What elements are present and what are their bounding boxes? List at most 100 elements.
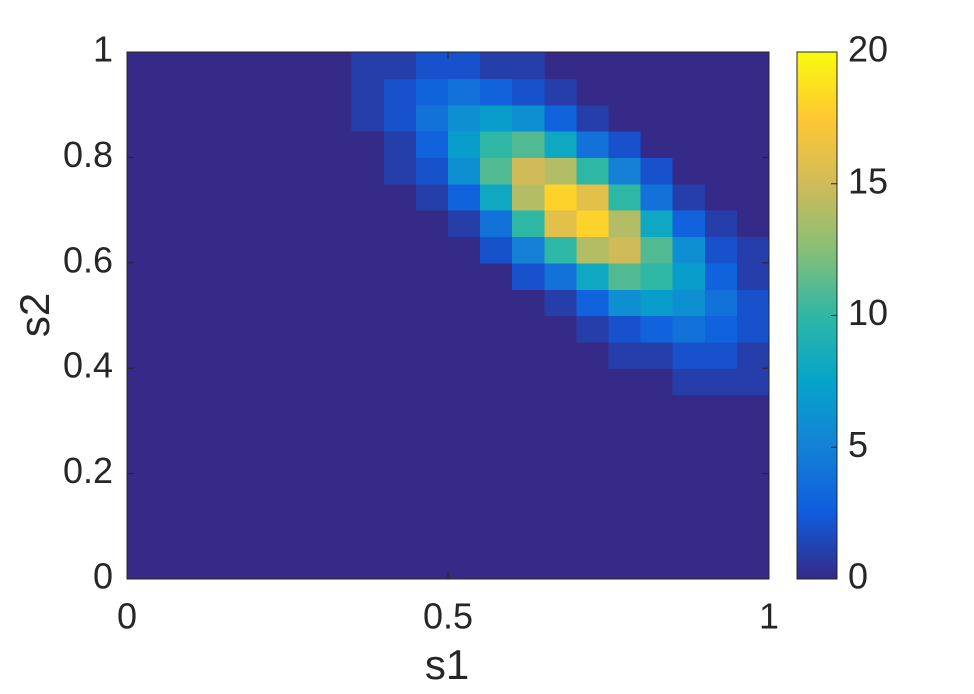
cell (351, 289, 385, 317)
cell (576, 473, 610, 501)
cell (544, 131, 577, 158)
cell (512, 526, 545, 554)
cell (608, 499, 642, 527)
cell (287, 368, 321, 396)
cell (223, 368, 256, 396)
x-tick-label: 1 (759, 596, 779, 637)
cell (351, 552, 385, 580)
cell (512, 104, 545, 132)
cell (544, 499, 577, 527)
cell (159, 183, 192, 211)
cell (191, 262, 224, 290)
cell (159, 262, 192, 290)
cell (415, 289, 449, 317)
cell (512, 210, 545, 238)
cell (287, 236, 321, 264)
cell (351, 262, 385, 290)
cell (383, 157, 417, 185)
cell (640, 52, 674, 79)
cell (576, 78, 610, 106)
cell (287, 315, 321, 343)
cell (608, 526, 642, 554)
cell (255, 526, 289, 554)
cell (544, 289, 577, 317)
cell (255, 473, 289, 501)
cell (672, 262, 706, 290)
cell (127, 473, 160, 501)
cell (512, 368, 545, 396)
cell (512, 341, 545, 369)
cell (319, 447, 353, 475)
colorbar-tick-label: 10 (848, 292, 888, 333)
cell (640, 420, 674, 448)
cell (319, 341, 353, 369)
cell (191, 52, 224, 79)
cell (351, 315, 385, 343)
cell (127, 157, 160, 185)
cell (448, 131, 481, 158)
cell (287, 210, 321, 238)
cell (223, 289, 256, 317)
cell (704, 315, 738, 343)
cell (576, 552, 610, 580)
cell (383, 473, 417, 501)
cell (159, 236, 192, 264)
cell (191, 131, 224, 158)
cell (608, 315, 642, 343)
cell (351, 473, 385, 501)
cell (480, 420, 513, 448)
y-tick-label: 0 (93, 556, 113, 597)
cell (383, 78, 417, 106)
cell (351, 183, 385, 211)
cell (127, 394, 160, 422)
cell (672, 315, 706, 343)
cell (223, 157, 256, 185)
cell (127, 526, 160, 554)
cell (576, 52, 610, 79)
cell (704, 210, 738, 238)
cell (704, 78, 738, 106)
cell (640, 526, 674, 554)
cell (736, 499, 770, 527)
cell (704, 104, 738, 132)
cell (480, 341, 513, 369)
cell (287, 131, 321, 158)
cell (287, 420, 321, 448)
cell (159, 104, 192, 132)
cell (512, 420, 545, 448)
cell (191, 315, 224, 343)
cell (223, 394, 256, 422)
cell (736, 394, 770, 422)
cell (672, 341, 706, 369)
cell (127, 499, 160, 527)
cell (608, 104, 642, 132)
cell (159, 210, 192, 238)
cell (223, 499, 256, 527)
cell (736, 289, 770, 317)
cell (319, 552, 353, 580)
cell (319, 499, 353, 527)
cell (704, 289, 738, 317)
cell (704, 473, 738, 501)
cell (640, 210, 674, 238)
cell (383, 315, 417, 343)
cell (191, 78, 224, 106)
cell (640, 236, 674, 264)
cell (448, 368, 481, 396)
cell (640, 183, 674, 211)
cell (608, 78, 642, 106)
cell (672, 78, 706, 106)
cell (415, 394, 449, 422)
cell (672, 420, 706, 448)
cell (704, 157, 738, 185)
cell (544, 210, 577, 238)
cell (191, 447, 224, 475)
cell (640, 104, 674, 132)
cell (159, 157, 192, 185)
cell (415, 315, 449, 343)
cell (736, 526, 770, 554)
cell (512, 447, 545, 475)
cell (383, 341, 417, 369)
cell (576, 104, 610, 132)
cell (223, 447, 256, 475)
